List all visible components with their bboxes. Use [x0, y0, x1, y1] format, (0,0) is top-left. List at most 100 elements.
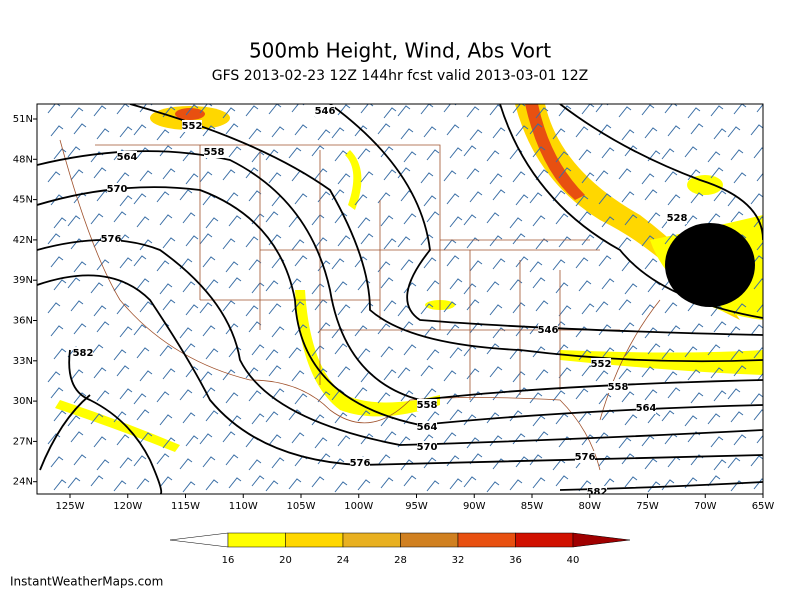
- wind-barb: [136, 347, 150, 359]
- wind-barb: [684, 346, 698, 358]
- wind-barb: [624, 283, 638, 295]
- wind-barb: [601, 347, 615, 359]
- wind-barb: [47, 104, 61, 114]
- wind-barb: [133, 124, 147, 136]
- wind-barb: [707, 344, 721, 356]
- wind-barb: [245, 305, 259, 317]
- wind-barb: [248, 459, 262, 471]
- wind-barb: [707, 413, 721, 425]
- wind-barb: [730, 149, 744, 161]
- wind-barb: [225, 392, 239, 404]
- wind-barb: [265, 480, 279, 492]
- wind-barb: [492, 458, 506, 470]
- wind-barb: [400, 259, 414, 271]
- wind-barb: [377, 323, 391, 335]
- latitude-label: 48N: [13, 154, 33, 165]
- colorbar-label: 36: [509, 555, 522, 566]
- wind-barb: [713, 390, 727, 402]
- wind-barb: [400, 128, 414, 140]
- wind-barb: [119, 126, 133, 138]
- wind-barb: [248, 259, 262, 271]
- wind-barb: [205, 279, 219, 291]
- wind-barb: [469, 453, 483, 465]
- wind-barb: [397, 236, 411, 248]
- wind-barb: [618, 237, 632, 249]
- wind-barb: [552, 128, 566, 140]
- wind-barb: [733, 434, 747, 446]
- longitude-label: 95W: [405, 501, 428, 512]
- contour-label: 576: [575, 452, 596, 463]
- wind-barb: [661, 410, 675, 422]
- wind-barb: [50, 125, 64, 137]
- wind-barb: [354, 325, 368, 337]
- wind-barb: [156, 453, 170, 465]
- wind-barb: [357, 410, 371, 422]
- wind-barb: [661, 148, 675, 160]
- wind-barb: [713, 128, 727, 140]
- contour-label-bg: [73, 347, 93, 359]
- wind-barb: [354, 387, 368, 399]
- wind-barb: [331, 389, 345, 401]
- wind-barb: [595, 301, 609, 313]
- wind-barb: [67, 477, 81, 489]
- wind-barb: [532, 346, 546, 358]
- wind-barb: [420, 172, 434, 184]
- wind-barb: [334, 281, 348, 293]
- wind-barb: [578, 149, 592, 161]
- wind-barb: [753, 216, 763, 228]
- wind-barb: [558, 167, 572, 179]
- wind-barb: [512, 171, 526, 183]
- wind-barb: [710, 436, 724, 448]
- wind-barb: [337, 104, 351, 116]
- wind-barb: [67, 146, 81, 158]
- contour-label-bg: [101, 233, 121, 245]
- wind-barb: [67, 277, 81, 289]
- wind-barb: [205, 410, 219, 422]
- wind-barb: [555, 413, 569, 425]
- wind-barb: [90, 213, 104, 225]
- wind-barb: [70, 300, 84, 312]
- wind-barb: [116, 434, 130, 446]
- contour-label-bg: [608, 381, 628, 393]
- colorbar-label: 32: [452, 555, 465, 566]
- wind-barb: [225, 323, 239, 335]
- wind-barb: [294, 193, 308, 205]
- wind-barb: [331, 258, 345, 270]
- wind-barb: [185, 104, 199, 116]
- wind-barb: [727, 126, 741, 138]
- wind-barb: [690, 323, 704, 335]
- wind-barb: [265, 211, 279, 223]
- latitude-label: 45N: [13, 195, 33, 206]
- wind-barb: [133, 393, 147, 405]
- wind-barb: [581, 303, 595, 315]
- wind-barb: [509, 217, 523, 229]
- wind-barb: [690, 123, 704, 135]
- wind-barb: [311, 214, 325, 226]
- wind-barb: [248, 190, 262, 202]
- longitude-label: 75W: [636, 501, 659, 512]
- wind-barb: [443, 239, 457, 251]
- colorbar-arrow: [572, 532, 631, 548]
- wind-barb: [383, 300, 397, 312]
- wind-barb: [535, 431, 549, 443]
- wind-barb: [446, 255, 460, 267]
- wind-barb: [581, 234, 595, 246]
- wind-barb: [53, 148, 67, 160]
- wind-barb: [228, 146, 242, 158]
- wind-barb: [397, 436, 411, 448]
- wind-barb: [621, 391, 635, 403]
- wind-barb: [90, 475, 104, 487]
- wind-barb: [90, 413, 104, 425]
- wind-barb: [730, 211, 744, 223]
- wind-barb: [529, 192, 543, 204]
- wind-barb: [159, 345, 173, 357]
- wind-barb: [552, 459, 566, 471]
- wind-barb: [185, 235, 199, 247]
- wind-barb: [159, 145, 173, 157]
- contour-label-bg: [117, 151, 137, 163]
- wind-barb: [756, 104, 763, 113]
- wind-barb: [50, 194, 64, 206]
- wind-barb: [575, 388, 589, 400]
- longitude-label: 110W: [229, 501, 258, 512]
- wind-barb: [139, 432, 153, 444]
